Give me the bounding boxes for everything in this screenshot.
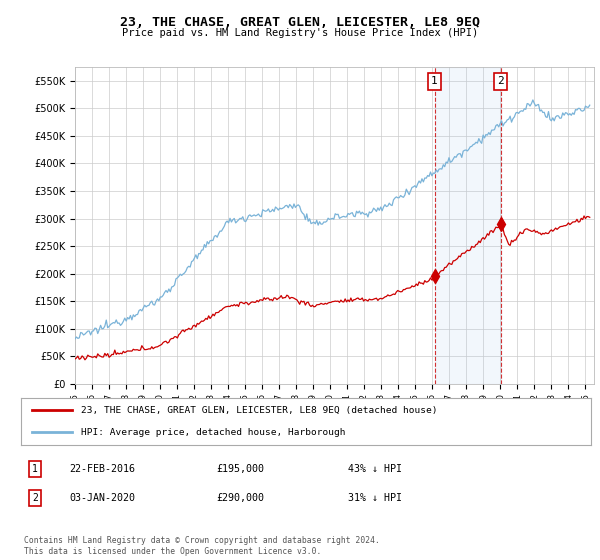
Text: 2: 2 <box>497 76 504 86</box>
Text: 2: 2 <box>32 493 38 503</box>
Text: 23, THE CHASE, GREAT GLEN, LEICESTER, LE8 9EQ (detached house): 23, THE CHASE, GREAT GLEN, LEICESTER, LE… <box>81 406 437 415</box>
Text: 1: 1 <box>32 464 38 474</box>
Text: HPI: Average price, detached house, Harborough: HPI: Average price, detached house, Harb… <box>81 428 346 437</box>
Text: 31% ↓ HPI: 31% ↓ HPI <box>348 493 402 503</box>
Text: Price paid vs. HM Land Registry's House Price Index (HPI): Price paid vs. HM Land Registry's House … <box>122 28 478 38</box>
Text: Contains HM Land Registry data © Crown copyright and database right 2024.
This d: Contains HM Land Registry data © Crown c… <box>24 536 380 556</box>
Text: 22-FEB-2016: 22-FEB-2016 <box>69 464 135 474</box>
Text: 43% ↓ HPI: 43% ↓ HPI <box>348 464 402 474</box>
Text: £290,000: £290,000 <box>216 493 264 503</box>
Text: 1: 1 <box>431 76 438 86</box>
Text: 03-JAN-2020: 03-JAN-2020 <box>69 493 135 503</box>
Text: £195,000: £195,000 <box>216 464 264 474</box>
Text: 23, THE CHASE, GREAT GLEN, LEICESTER, LE8 9EQ: 23, THE CHASE, GREAT GLEN, LEICESTER, LE… <box>120 16 480 29</box>
Bar <box>434 67 500 384</box>
